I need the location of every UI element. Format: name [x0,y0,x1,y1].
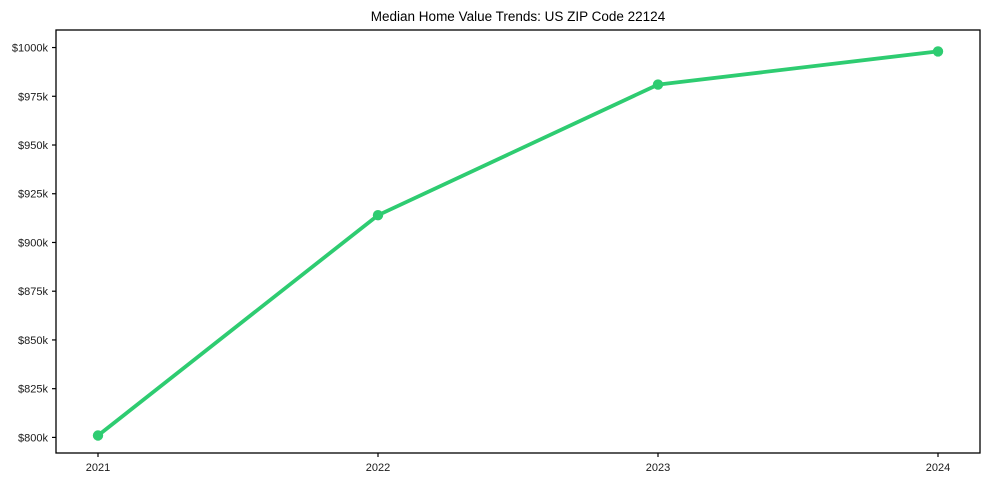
y-tick-label: $875k [18,286,48,298]
chart-title: Median Home Value Trends: US ZIP Code 22… [371,9,666,24]
y-tick-label: $900k [18,237,48,249]
x-tick-label: 2023 [646,462,670,474]
y-tick-label: $975k [18,91,48,103]
data-point-marker [652,79,664,90]
axes-layer: $800k $825k $850k $875k $900k $925k $950k $975k… [12,29,981,474]
x-tick-label: 2024 [926,462,950,474]
plot-frame [55,29,981,454]
data-point-marker [932,46,944,57]
y-tick-label: $1000k [12,43,49,55]
y-tick-label: $850k [18,335,48,347]
trend-line [96,49,940,438]
line-series [92,46,944,441]
y-tick-label: $925k [18,189,48,201]
x-tick-label: 2022 [366,462,390,474]
data-point-marker [372,210,384,221]
y-tick-label: $950k [18,140,48,152]
x-tick-label: 2021 [86,462,110,474]
data-point-marker [92,430,104,441]
y-tick-label: $800k [18,432,48,444]
y-tick-label: $825k [18,384,48,396]
